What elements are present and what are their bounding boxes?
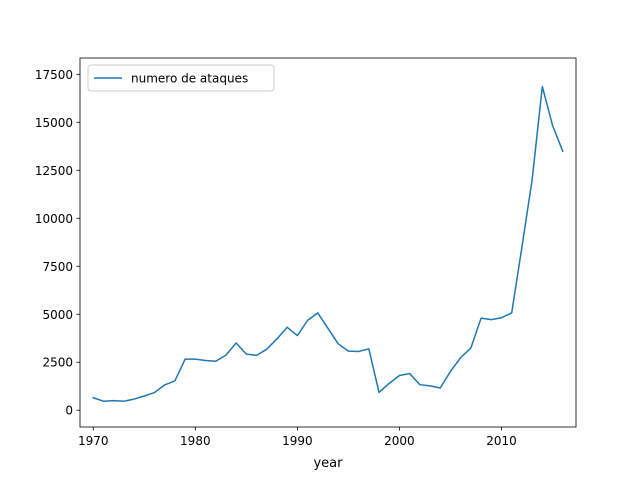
y-tick-label: 2500: [42, 356, 73, 370]
y-tick-label: 0: [65, 404, 73, 418]
x-axis: 1970 1980 1990 2000 2010: [78, 427, 517, 448]
x-tick-label: 2000: [384, 434, 415, 448]
legend-box: [87, 64, 275, 92]
x-tick-label: 2010: [486, 434, 517, 448]
y-tick-label: 15000: [35, 116, 73, 130]
y-tick-label: 10000: [35, 212, 73, 226]
x-tick-label: 1970: [78, 434, 109, 448]
x-axis-label: year: [313, 456, 343, 471]
x-tick-label: 1990: [282, 434, 313, 448]
y-tick-label: 5000: [42, 308, 73, 322]
legend-label: numero de ataques: [131, 72, 248, 86]
x-tick-label: 1980: [180, 434, 211, 448]
y-tick-label: 12500: [35, 164, 73, 178]
plot-area: [79, 57, 577, 428]
y-tick-label: 17500: [35, 68, 73, 82]
plot-frame: [79, 57, 577, 428]
y-axis: 0 2500 5000 7500 10000 12500 15000 17500: [35, 68, 80, 418]
series-line-0: [92, 85, 564, 402]
y-tick-label: 7500: [42, 260, 73, 274]
legend: numero de ataques: [87, 64, 275, 92]
